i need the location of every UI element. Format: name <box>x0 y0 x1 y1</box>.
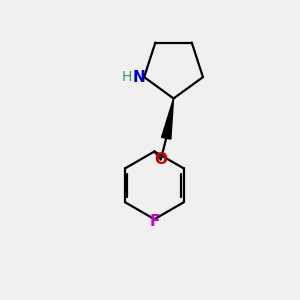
Text: O: O <box>154 152 167 167</box>
Text: N: N <box>133 70 145 85</box>
Polygon shape <box>162 98 174 139</box>
Text: H: H <box>121 70 132 84</box>
Text: F: F <box>149 214 160 229</box>
